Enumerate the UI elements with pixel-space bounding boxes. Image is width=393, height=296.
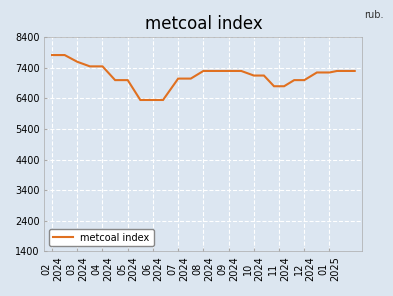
Title: metcoal index: metcoal index	[145, 15, 262, 33]
Legend: metcoal index: metcoal index	[50, 229, 154, 246]
Text: rub.: rub.	[364, 10, 383, 20]
